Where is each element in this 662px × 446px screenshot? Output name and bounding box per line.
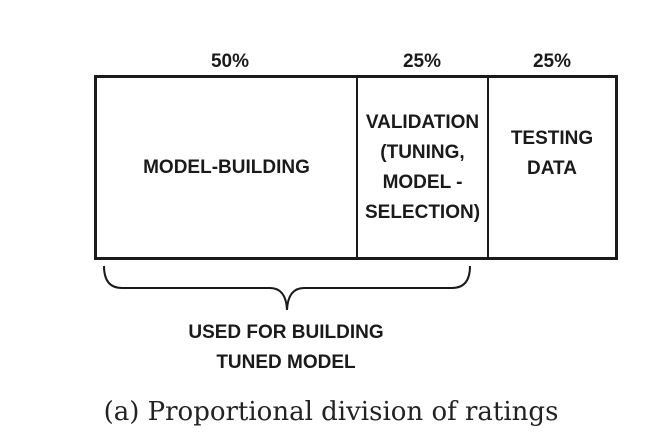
curly-brace xyxy=(103,265,471,311)
model-building-label: MODEL-BUILDING xyxy=(143,156,310,178)
testing-label: TESTING DATA xyxy=(510,127,594,179)
divider-line-2 xyxy=(487,78,489,257)
model-building-percent: 50% xyxy=(210,51,250,72)
brace-label: USED FOR BUILDING TUNED MODEL xyxy=(188,322,384,373)
validation-percent: 25% xyxy=(402,51,442,72)
division-box: MODEL-BUILDING VALIDATION (TUNING, MODEL… xyxy=(94,75,618,260)
divider-line-1 xyxy=(356,78,358,257)
figure-caption: (a) Proportional division of ratings xyxy=(103,397,559,427)
validation-label: VALIDATION (TUNING, MODEL - SELECTION) xyxy=(364,111,481,223)
testing-percent: 25% xyxy=(532,51,572,72)
